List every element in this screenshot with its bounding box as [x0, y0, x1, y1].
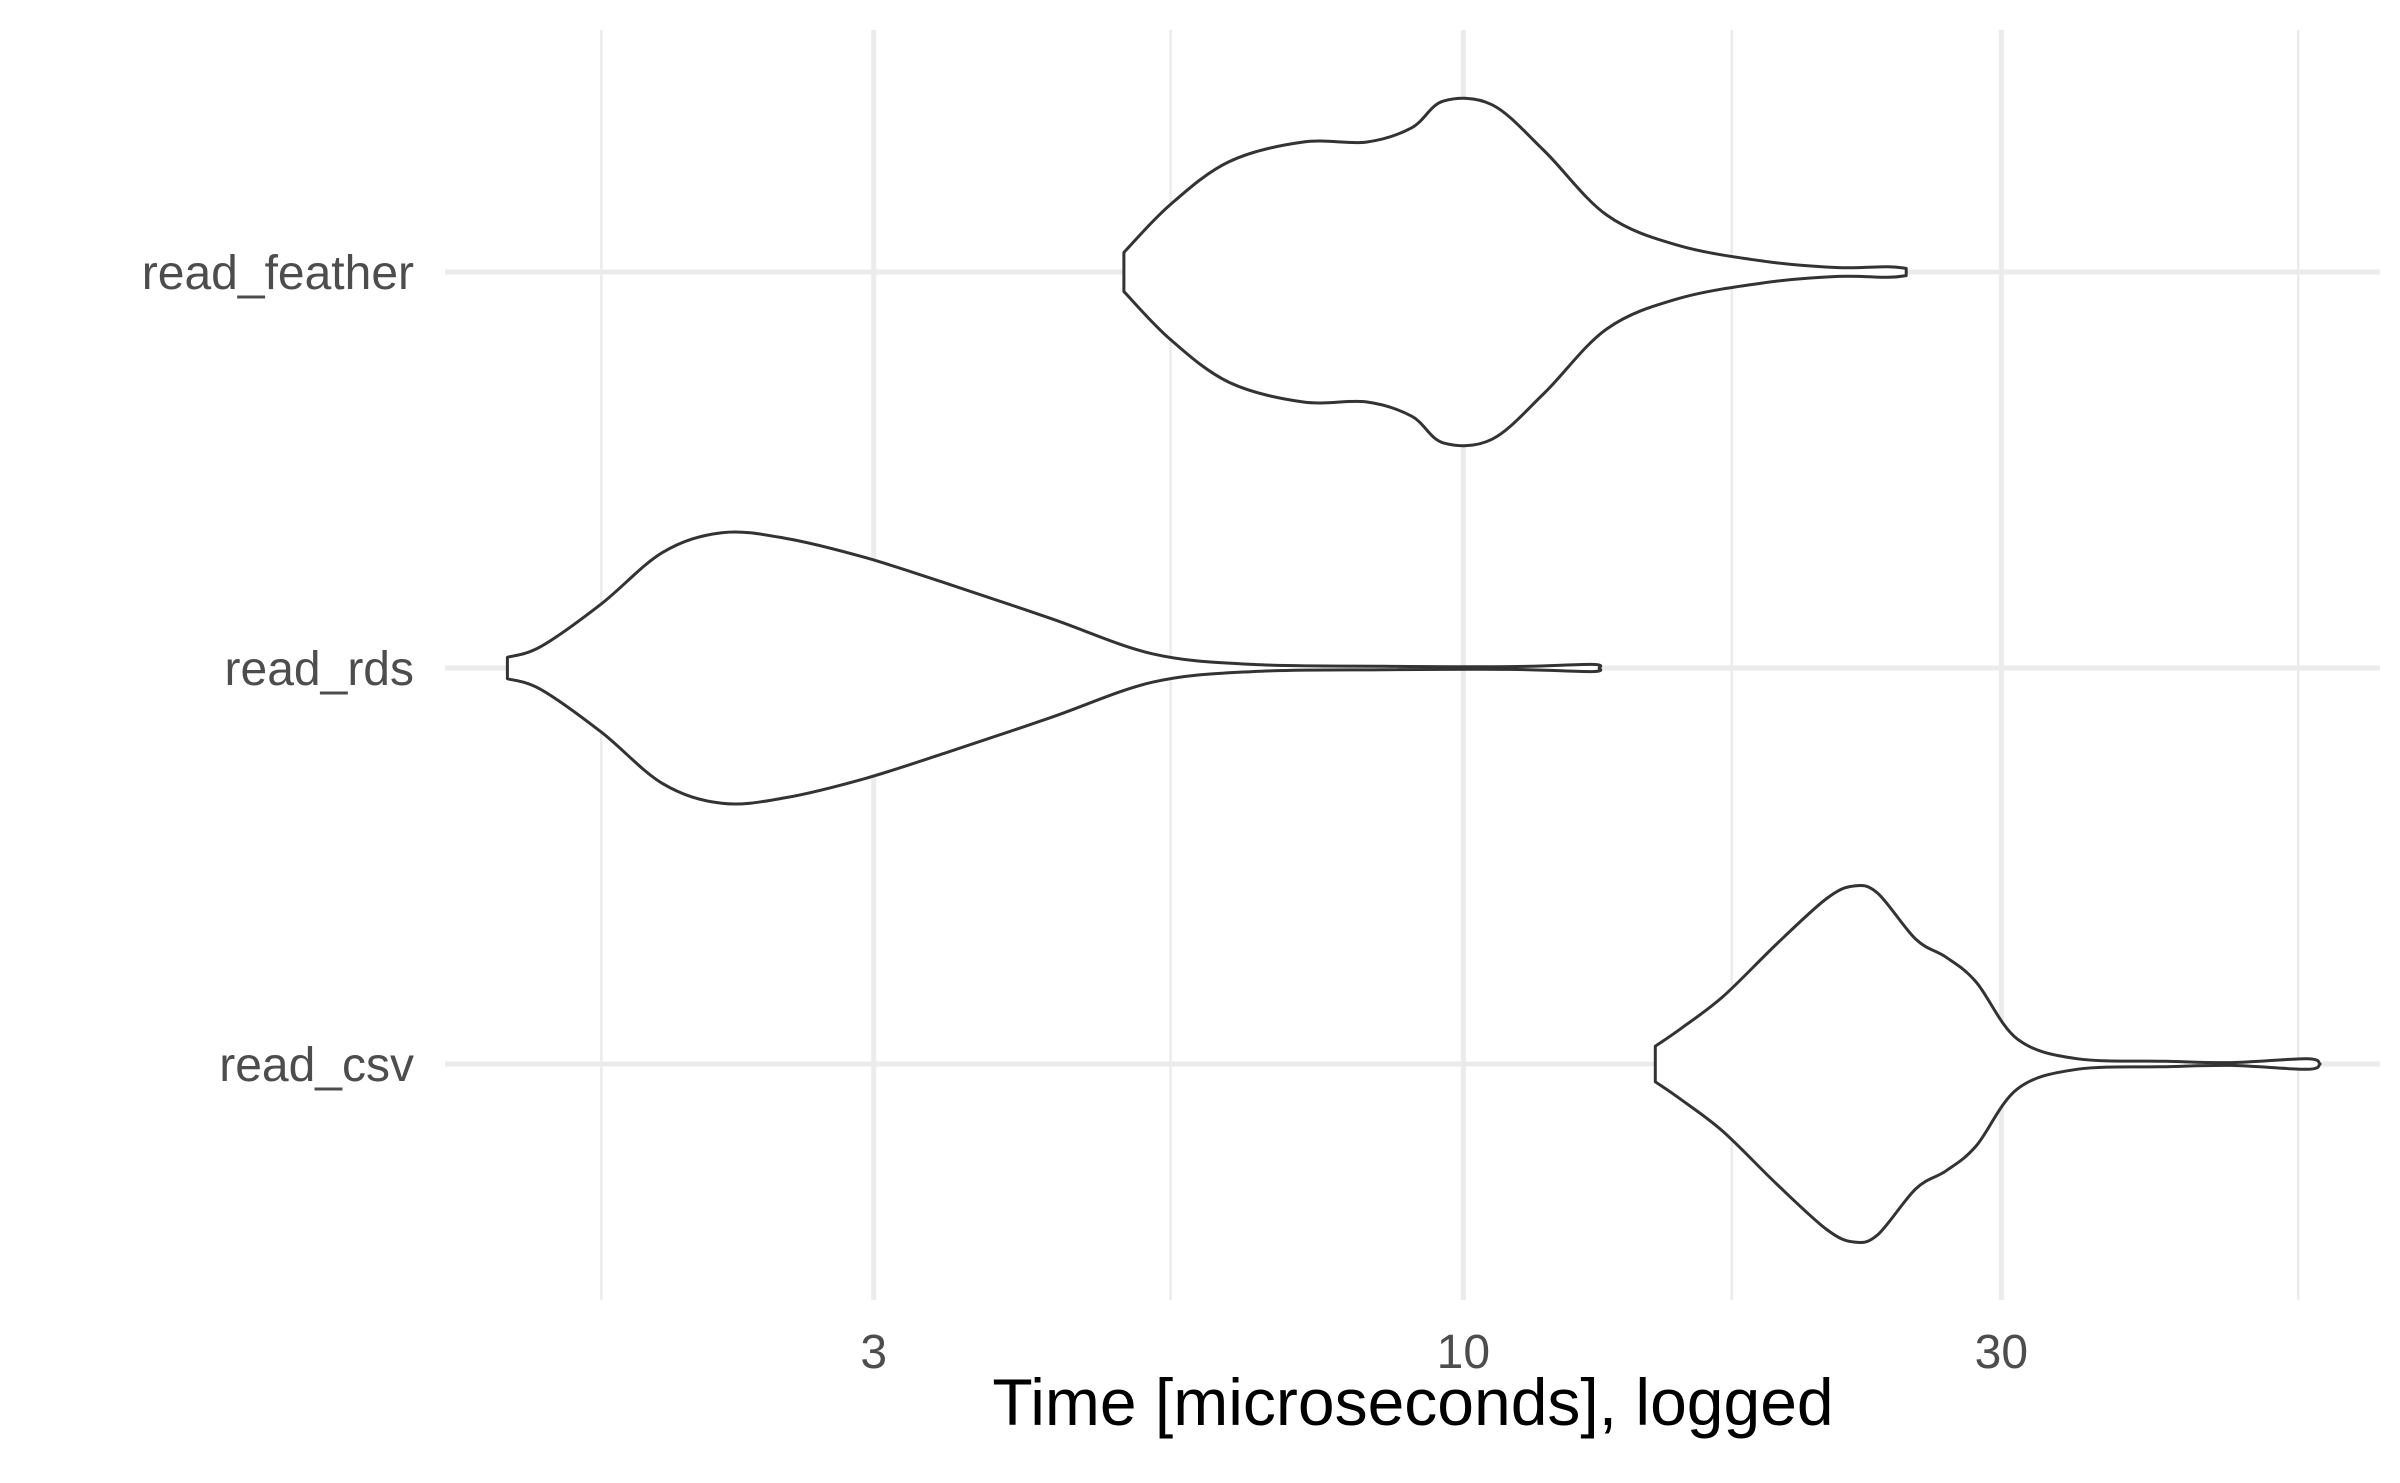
y-tick-label-read_csv: read_csv	[219, 1039, 414, 1092]
violins	[505, 96, 2322, 1245]
x-axis-tick-labels: 3 10 30	[860, 1326, 2028, 1379]
y-tick-label-read_rds: read_rds	[225, 643, 414, 696]
violin-read_feather	[1122, 96, 1908, 448]
violin-read_csv	[1653, 883, 2322, 1245]
violin-read_rds	[505, 530, 1603, 806]
y-tick-label-read_feather: read_feather	[142, 247, 414, 300]
x-tick-label-1: 10	[1437, 1326, 1490, 1379]
x-tick-label-0: 3	[860, 1326, 887, 1379]
x-tick-label-2: 30	[1975, 1326, 2028, 1379]
x-axis-title: Time [microseconds], logged	[992, 1365, 1833, 1439]
y-axis-tick-labels: read_feather read_rds read_csv	[142, 247, 414, 1092]
